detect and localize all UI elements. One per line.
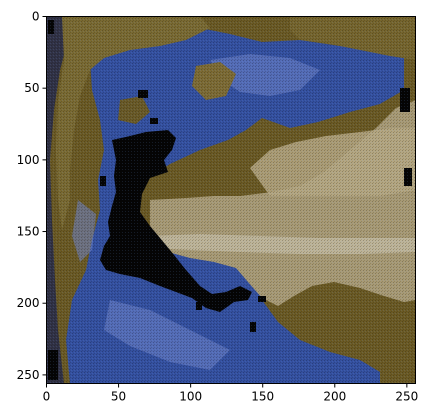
dither-texture — [46, 16, 416, 384]
y-tick-label: 250 — [17, 368, 40, 382]
x-axis: 0 50 100 150 200 250 — [43, 383, 418, 404]
y-tick-label: 150 — [17, 225, 40, 239]
x-tick-label: 50 — [111, 390, 126, 404]
x-tick-label: 100 — [179, 390, 202, 404]
image-plot — [46, 16, 416, 384]
y-tick-label: 200 — [17, 296, 40, 310]
y-tick-label: 50 — [24, 81, 39, 95]
y-tick-label: 100 — [17, 153, 40, 167]
x-tick-label: 200 — [323, 390, 346, 404]
x-tick-label: 250 — [395, 390, 418, 404]
axes-frame — [46, 16, 416, 384]
x-tick-label: 0 — [43, 390, 51, 404]
y-tick-label: 0 — [32, 10, 40, 24]
x-tick-label: 150 — [251, 390, 274, 404]
y-axis: 0 50 100 150 200 250 — [17, 10, 47, 382]
